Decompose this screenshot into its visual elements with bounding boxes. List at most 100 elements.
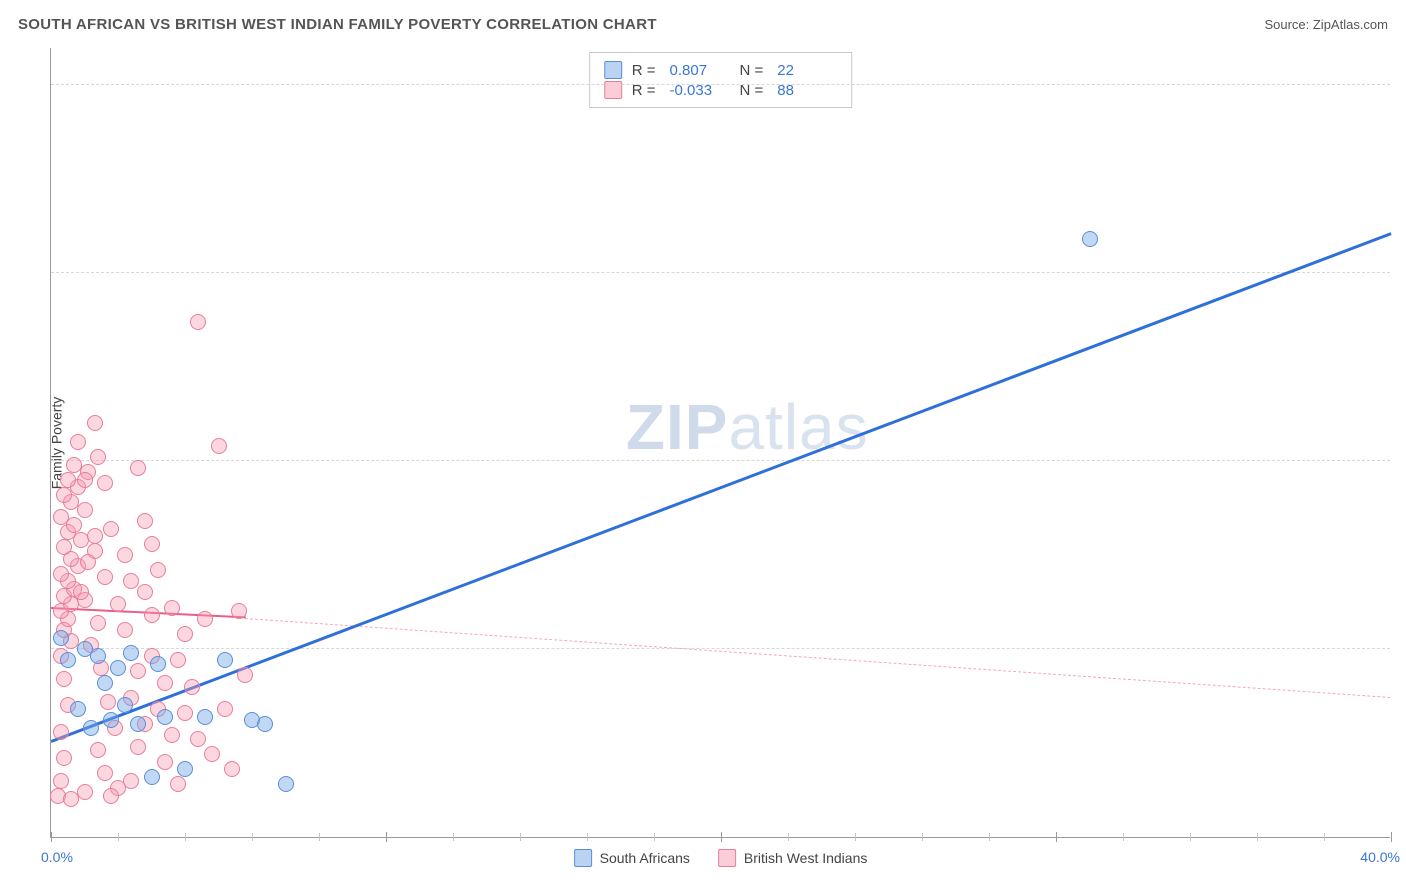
- data-point: [53, 566, 69, 582]
- gridline: [51, 84, 1390, 85]
- data-point: [66, 517, 82, 533]
- data-point: [130, 739, 146, 755]
- swatch-icon: [604, 61, 622, 79]
- data-point: [60, 652, 76, 668]
- data-point: [123, 773, 139, 789]
- data-point: [56, 750, 72, 766]
- data-point: [137, 584, 153, 600]
- x-tick-minor: [1123, 833, 1124, 841]
- data-point: [70, 434, 86, 450]
- x-tick-minor: [654, 833, 655, 841]
- legend-item: British West Indians: [718, 849, 867, 867]
- gridline: [51, 272, 1390, 273]
- data-point: [97, 765, 113, 781]
- x-tick-major: [1391, 832, 1392, 842]
- data-point: [56, 671, 72, 687]
- data-point: [110, 596, 126, 612]
- data-point: [144, 607, 160, 623]
- data-point: [144, 536, 160, 552]
- x-tick-minor: [520, 833, 521, 841]
- data-point: [211, 438, 227, 454]
- data-point: [137, 513, 153, 529]
- trend-line: [245, 618, 1391, 698]
- data-point: [130, 716, 146, 732]
- y-tick-label: 30.0%: [1395, 249, 1406, 265]
- chart-area: Family Poverty ZIPatlas R = 0.807 N = 22…: [50, 48, 1390, 838]
- data-point: [53, 773, 69, 789]
- data-point: [117, 697, 133, 713]
- source-attribution: Source: ZipAtlas.com: [1264, 17, 1388, 32]
- x-tick-minor: [922, 833, 923, 841]
- data-point: [123, 645, 139, 661]
- data-point: [170, 776, 186, 792]
- y-tick-label: 40.0%: [1395, 61, 1406, 77]
- x-tick-minor: [319, 833, 320, 841]
- x-tick-minor: [989, 833, 990, 841]
- trend-line: [51, 233, 1392, 743]
- x-tick-major: [721, 832, 722, 842]
- x-tick-label: 0.0%: [41, 849, 73, 865]
- data-point: [177, 705, 193, 721]
- chart-title: SOUTH AFRICAN VS BRITISH WEST INDIAN FAM…: [18, 16, 657, 33]
- data-point: [278, 776, 294, 792]
- x-tick-minor: [788, 833, 789, 841]
- data-point: [97, 475, 113, 491]
- data-point: [170, 652, 186, 668]
- data-point: [217, 701, 233, 717]
- watermark: ZIPatlas: [626, 390, 869, 464]
- x-tick-minor: [1257, 833, 1258, 841]
- data-point: [237, 667, 253, 683]
- data-point: [117, 622, 133, 638]
- data-point: [87, 415, 103, 431]
- x-tick-minor: [118, 833, 119, 841]
- data-point: [100, 694, 116, 710]
- data-point: [123, 573, 139, 589]
- gridline: [51, 648, 1390, 649]
- data-point: [66, 457, 82, 473]
- data-point: [53, 509, 69, 525]
- data-point: [70, 701, 86, 717]
- data-point: [204, 746, 220, 762]
- data-point: [177, 761, 193, 777]
- data-point: [73, 584, 89, 600]
- chart-header: SOUTH AFRICAN VS BRITISH WEST INDIAN FAM…: [18, 16, 1388, 33]
- data-point: [184, 679, 200, 695]
- x-tick-minor: [252, 833, 253, 841]
- data-point: [144, 769, 160, 785]
- data-point: [197, 709, 213, 725]
- data-point: [87, 528, 103, 544]
- data-point: [231, 603, 247, 619]
- x-tick-minor: [453, 833, 454, 841]
- y-tick-label: 10.0%: [1395, 625, 1406, 641]
- data-point: [157, 754, 173, 770]
- data-point: [90, 648, 106, 664]
- data-point: [60, 472, 76, 488]
- data-point: [103, 521, 119, 537]
- data-point: [77, 472, 93, 488]
- data-point: [83, 720, 99, 736]
- swatch-icon: [718, 849, 736, 867]
- series-legend: South Africans British West Indians: [574, 849, 868, 867]
- data-point: [130, 460, 146, 476]
- data-point: [77, 502, 93, 518]
- data-point: [177, 626, 193, 642]
- data-point: [157, 709, 173, 725]
- data-point: [53, 724, 69, 740]
- data-point: [53, 630, 69, 646]
- data-point: [150, 656, 166, 672]
- data-point: [257, 716, 273, 732]
- data-point: [90, 742, 106, 758]
- x-tick-minor: [1324, 833, 1325, 841]
- data-point: [157, 675, 173, 691]
- x-tick-minor: [855, 833, 856, 841]
- plot-region: ZIPatlas R = 0.807 N = 22 R = -0.033 N =…: [50, 48, 1390, 838]
- legend-item: South Africans: [574, 849, 690, 867]
- data-point: [103, 788, 119, 804]
- data-point: [80, 554, 96, 570]
- data-point: [150, 562, 166, 578]
- x-tick-minor: [1190, 833, 1191, 841]
- data-point: [164, 727, 180, 743]
- x-tick-major: [51, 832, 52, 842]
- data-point: [90, 449, 106, 465]
- swatch-icon: [574, 849, 592, 867]
